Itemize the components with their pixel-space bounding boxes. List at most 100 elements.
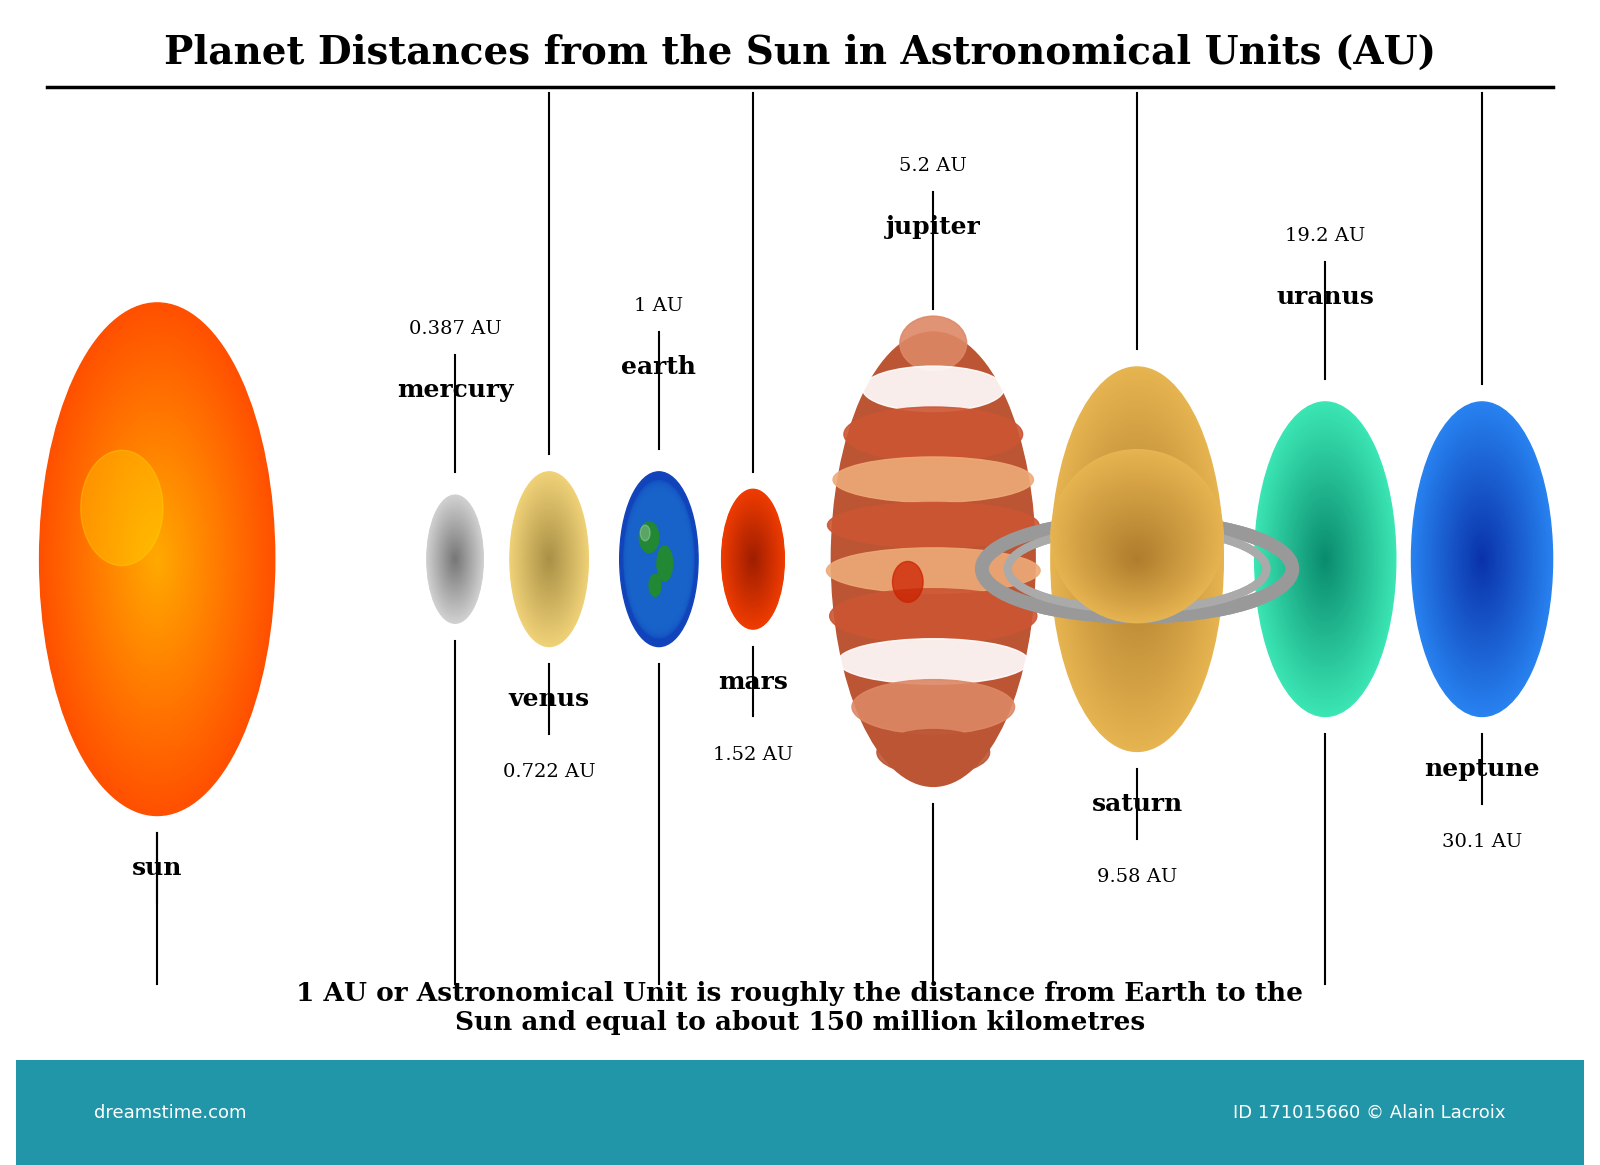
Ellipse shape [1112,504,1162,614]
Ellipse shape [642,522,675,596]
Ellipse shape [1122,538,1154,571]
Ellipse shape [512,478,586,641]
Ellipse shape [437,517,474,601]
Ellipse shape [437,518,474,600]
Ellipse shape [1062,464,1213,615]
Ellipse shape [1107,522,1166,580]
Ellipse shape [101,436,214,683]
Ellipse shape [1066,467,1210,613]
Ellipse shape [843,407,1022,461]
Ellipse shape [722,489,784,629]
Ellipse shape [1056,457,1218,619]
Ellipse shape [1314,531,1338,587]
Ellipse shape [110,457,205,662]
Ellipse shape [1054,374,1221,744]
Ellipse shape [1480,553,1485,565]
Ellipse shape [1298,496,1354,622]
Ellipse shape [1270,437,1379,682]
Ellipse shape [430,501,480,617]
Ellipse shape [1082,488,1194,600]
Ellipse shape [1419,417,1546,700]
Ellipse shape [1061,389,1214,729]
Ellipse shape [750,552,757,566]
Ellipse shape [144,531,170,587]
Ellipse shape [1413,405,1550,713]
Ellipse shape [1322,550,1330,569]
Ellipse shape [1114,529,1162,577]
Ellipse shape [48,320,267,798]
Ellipse shape [747,548,758,571]
Ellipse shape [624,480,694,638]
Ellipse shape [1467,528,1496,591]
Ellipse shape [533,522,566,596]
Ellipse shape [445,536,466,582]
Ellipse shape [146,534,170,585]
Ellipse shape [1267,431,1382,687]
Ellipse shape [1454,496,1510,622]
Ellipse shape [725,497,781,621]
Ellipse shape [542,544,555,574]
Ellipse shape [98,429,218,690]
Ellipse shape [744,539,762,579]
Ellipse shape [528,514,570,605]
Ellipse shape [1093,503,1181,592]
Ellipse shape [450,545,461,573]
Ellipse shape [541,541,557,578]
Ellipse shape [46,318,267,800]
Ellipse shape [1416,411,1549,707]
Ellipse shape [542,545,555,573]
Ellipse shape [1051,451,1222,622]
Ellipse shape [1261,416,1390,702]
Ellipse shape [438,521,472,598]
Ellipse shape [438,520,472,599]
Ellipse shape [88,408,227,711]
Ellipse shape [154,551,162,567]
Ellipse shape [640,517,678,601]
Ellipse shape [1099,475,1174,643]
Ellipse shape [1094,504,1181,591]
Ellipse shape [1454,499,1509,620]
Ellipse shape [1291,485,1358,634]
Ellipse shape [1478,551,1485,567]
Ellipse shape [512,476,586,642]
Ellipse shape [443,531,467,587]
Ellipse shape [45,313,270,805]
Ellipse shape [155,555,158,564]
Ellipse shape [453,552,458,566]
Ellipse shape [434,510,477,608]
Text: earth: earth [621,354,696,379]
Ellipse shape [1115,509,1160,609]
Ellipse shape [450,546,461,572]
Ellipse shape [141,525,173,593]
Ellipse shape [1435,456,1528,663]
Ellipse shape [1128,546,1147,566]
Ellipse shape [742,537,763,581]
Ellipse shape [1424,430,1541,689]
Ellipse shape [427,497,482,621]
Ellipse shape [83,397,232,721]
Ellipse shape [74,377,240,741]
Ellipse shape [1419,419,1544,699]
Ellipse shape [1075,422,1198,697]
Ellipse shape [1272,442,1378,677]
Ellipse shape [893,562,923,602]
Ellipse shape [123,485,192,634]
Ellipse shape [1082,435,1194,684]
Ellipse shape [446,541,464,578]
Ellipse shape [106,449,208,670]
Ellipse shape [752,556,755,563]
Ellipse shape [531,518,568,600]
Ellipse shape [1093,460,1181,658]
Ellipse shape [1467,525,1498,593]
Text: jupiter: jupiter [886,214,981,239]
Ellipse shape [445,535,466,584]
Ellipse shape [1066,401,1208,718]
Ellipse shape [450,548,461,571]
Text: neptune: neptune [1424,757,1539,782]
Ellipse shape [1413,404,1552,714]
Ellipse shape [518,490,581,628]
Ellipse shape [1458,504,1507,614]
Ellipse shape [1286,473,1365,645]
Ellipse shape [1315,536,1336,582]
Ellipse shape [734,518,771,600]
